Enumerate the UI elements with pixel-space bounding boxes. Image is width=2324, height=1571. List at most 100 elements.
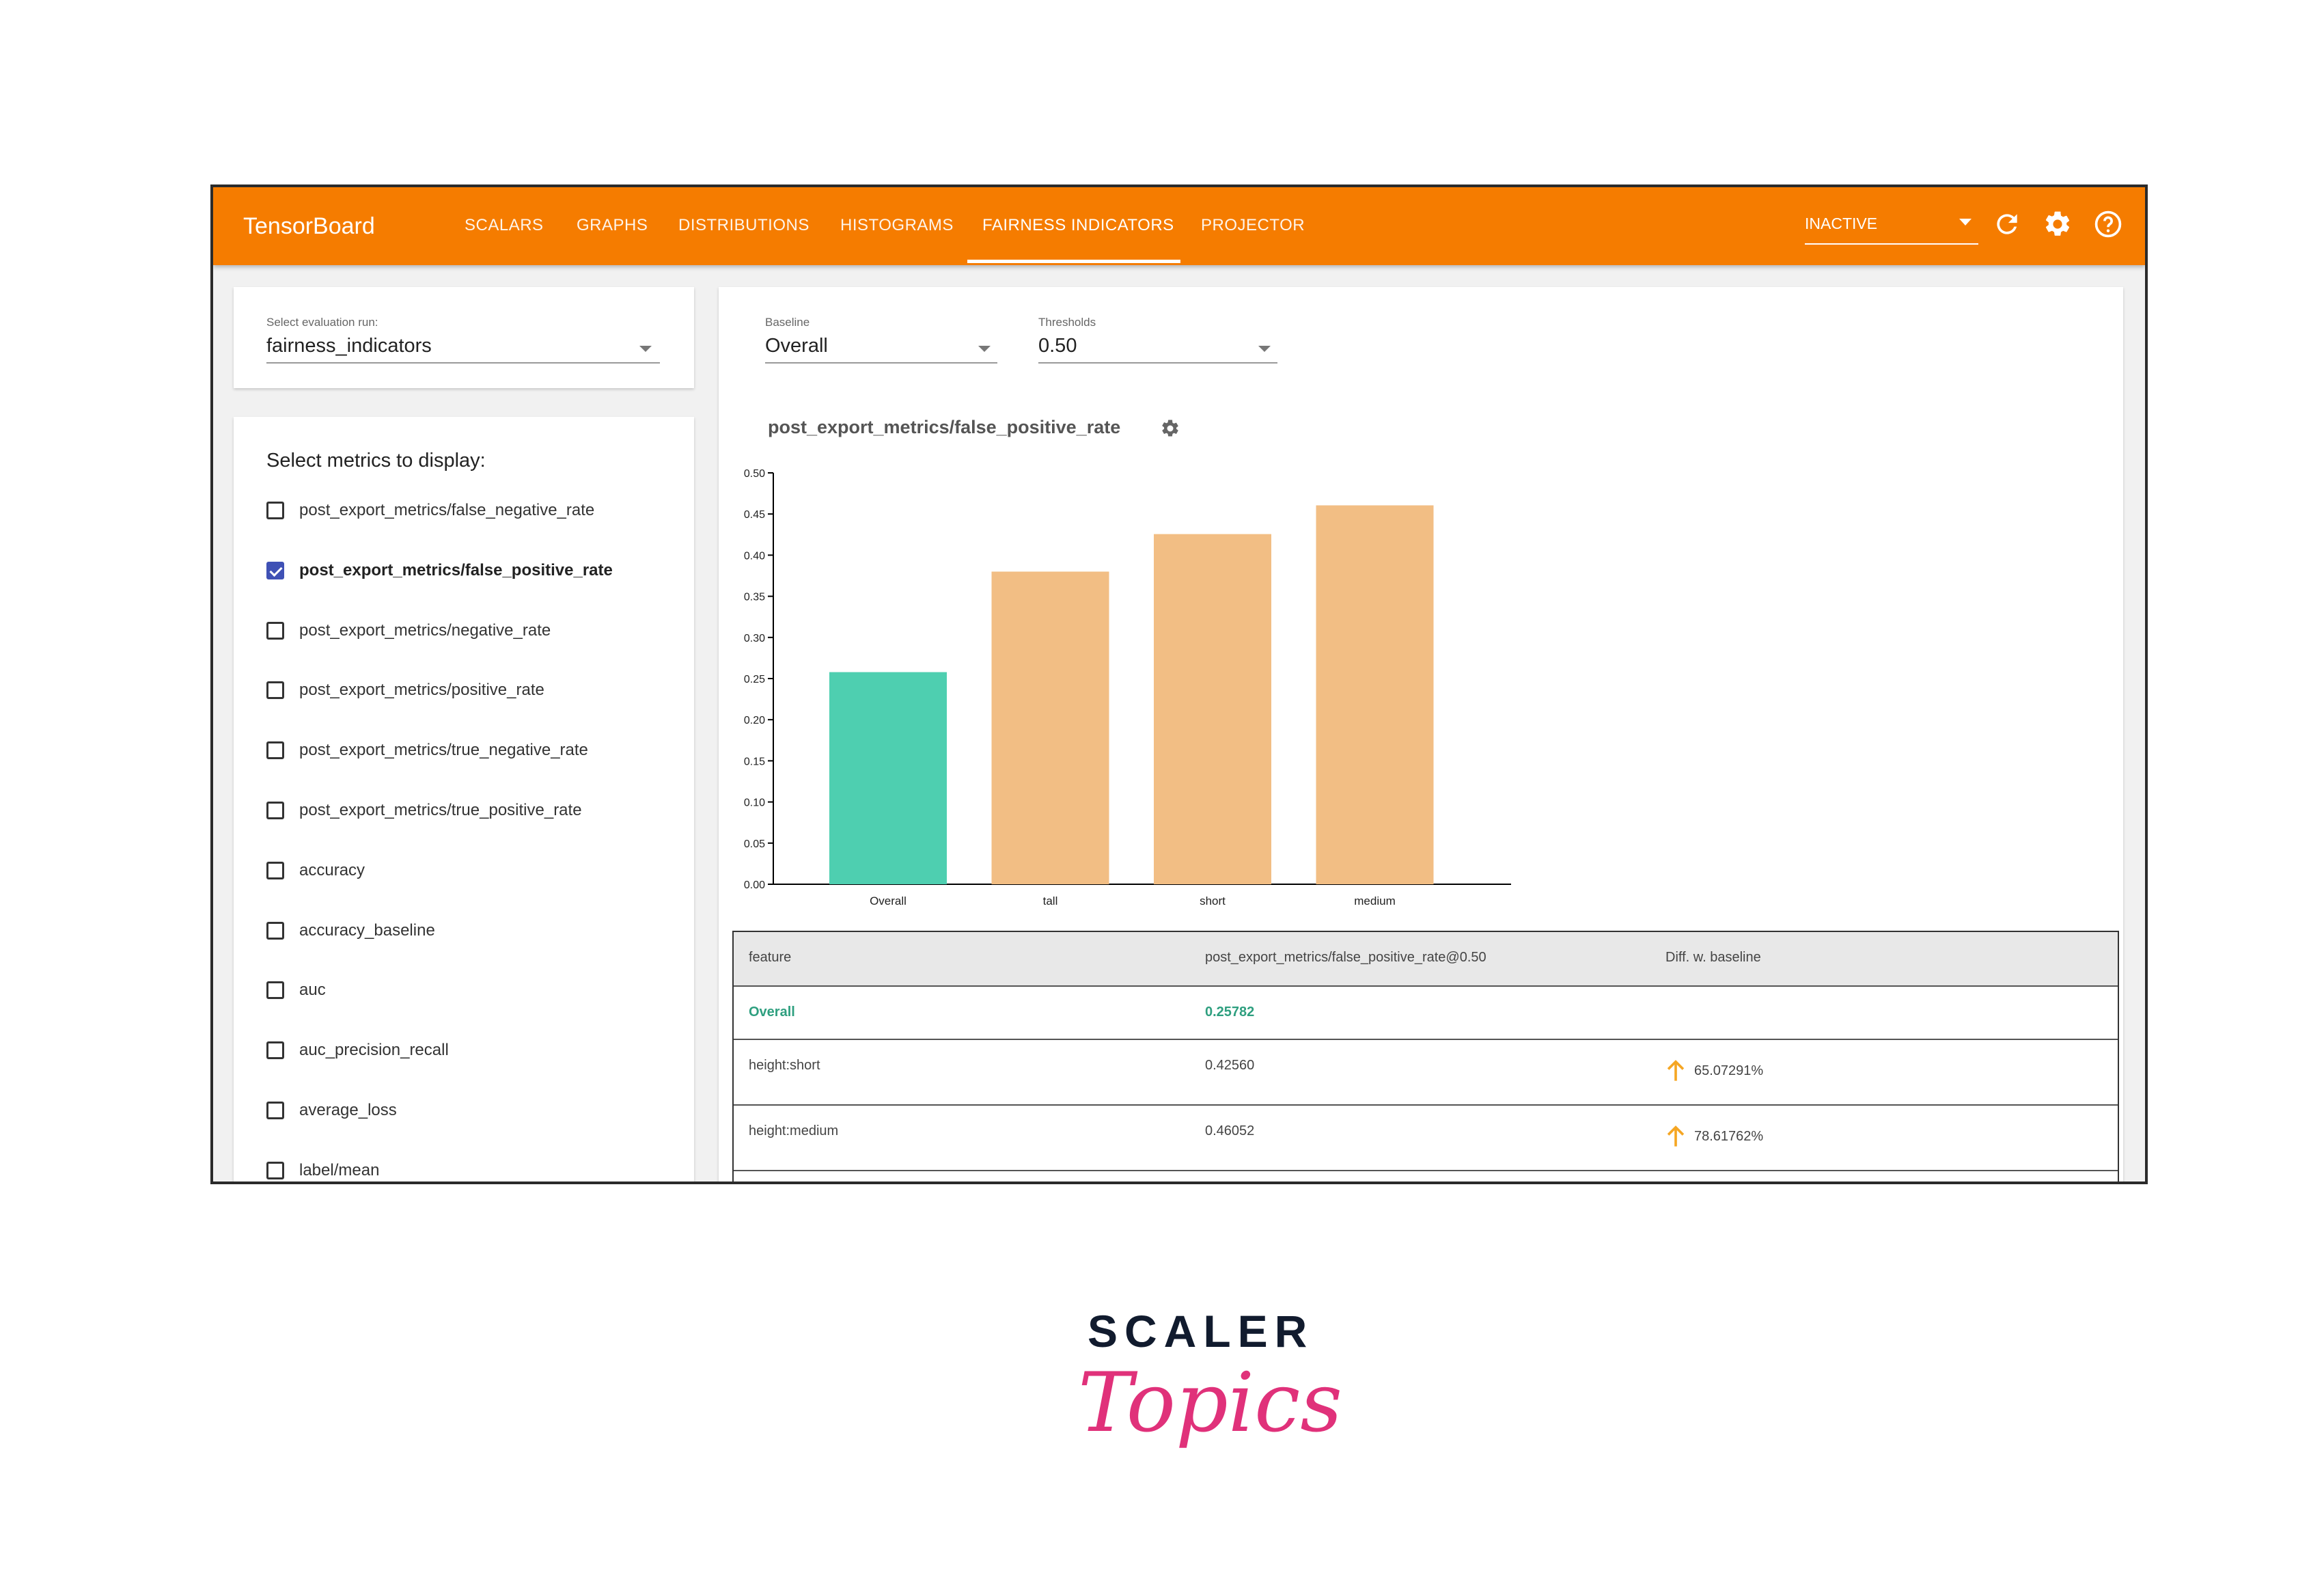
x-tick-label: Overall <box>870 894 907 907</box>
run-status-value: INACTIVE <box>1805 215 1878 232</box>
top-app-bar: TensorBoard SCALARS GRAPHS DISTRIBUTIONS… <box>213 187 2145 265</box>
thresholds-select[interactable]: 0.50 <box>1038 335 1077 357</box>
metric-label: accuracy_baseline <box>299 920 435 940</box>
y-tick-label: 0.00 <box>744 879 765 891</box>
thresholds-label: Thresholds <box>1038 316 1096 329</box>
metric-label: post_export_metrics/true_negative_rate <box>299 741 588 760</box>
checkbox[interactable] <box>266 1102 284 1119</box>
y-tick-label: 0.50 <box>744 468 765 480</box>
checkbox[interactable] <box>266 502 284 519</box>
select-underline <box>266 362 660 364</box>
x-tick-label: medium <box>1354 894 1395 907</box>
baseline-label: Baseline <box>765 316 810 329</box>
metric-label: post_export_metrics/false_positive_rate <box>299 560 613 579</box>
y-tick-label: 0.20 <box>744 715 765 726</box>
checkbox[interactable] <box>266 1161 284 1179</box>
bar-medium[interactable] <box>1316 505 1434 884</box>
logo-scaler-text: SCALER <box>1088 1306 1314 1356</box>
chart-settings-icon[interactable] <box>1160 418 1180 439</box>
tab-scalars[interactable]: SCALARS <box>465 216 544 234</box>
select-underline <box>765 362 997 364</box>
row-feature: height:short <box>749 1058 820 1073</box>
chevron-down-icon[interactable] <box>639 346 652 352</box>
metric-label: auc_precision_recall <box>299 1041 449 1060</box>
metric-label: post_export_metrics/negative_rate <box>299 620 551 640</box>
checkbox[interactable] <box>266 621 284 640</box>
tab-distributions[interactable]: DISTRIBUTIONS <box>678 216 810 234</box>
table-row[interactable]: Overall 0.25782 <box>734 987 2118 1040</box>
active-tab-indicator <box>967 260 1180 263</box>
eval-run-label: Select evaluation run: <box>266 316 378 329</box>
chevron-down-icon[interactable] <box>1258 346 1271 352</box>
header-diff: Diff. w. baseline <box>1665 950 1761 965</box>
arrow-up-icon <box>1667 1060 1685 1081</box>
metric-label: auc <box>299 981 326 1000</box>
tensorboard-window: TensorBoard SCALARS GRAPHS DISTRIBUTIONS… <box>210 185 2148 1184</box>
checkbox[interactable] <box>266 802 284 819</box>
scaler-topics-logo: SCALER Topics <box>1066 1305 1342 1476</box>
metric-label: post_export_metrics/positive_rate <box>299 681 544 700</box>
x-tick-label: short <box>1200 894 1226 907</box>
metric-label: post_export_metrics/true_positive_rate <box>299 801 582 819</box>
select-underline <box>1038 362 1277 364</box>
checkbox[interactable] <box>266 741 284 760</box>
arrow-up-icon <box>1667 1125 1685 1147</box>
chevron-down-icon <box>1959 219 1972 226</box>
metric-label: accuracy <box>299 860 365 879</box>
checkbox[interactable] <box>266 861 284 879</box>
baseline-select[interactable]: Overall <box>765 335 828 357</box>
tab-fairness-indicators[interactable]: FAIRNESS INDICATORS <box>982 216 1174 234</box>
y-tick-label: 0.15 <box>744 756 765 767</box>
table-row <box>734 1171 2118 1181</box>
metric-label: label/mean <box>299 1160 380 1179</box>
y-tick-label: 0.45 <box>744 509 765 521</box>
checkbox-checked[interactable] <box>266 561 284 579</box>
bar-short[interactable] <box>1154 534 1271 884</box>
checkbox[interactable] <box>266 681 284 700</box>
table-row[interactable]: height:medium 0.46052 78.61762% <box>734 1106 2118 1171</box>
row-diff: 78.61762% <box>1694 1129 1764 1144</box>
run-status-select[interactable]: INACTIVE <box>1805 212 1978 245</box>
fairness-main-card: Baseline Overall Thresholds 0.50 post_ex… <box>719 287 2123 1181</box>
header-metric: post_export_metrics/false_positive_rate@… <box>1205 950 1486 965</box>
y-tick-label: 0.40 <box>744 550 765 562</box>
metric-label: average_loss <box>299 1101 397 1119</box>
checkbox[interactable] <box>266 921 284 940</box>
metrics-title: Select metrics to display: <box>266 450 486 472</box>
chart-title: post_export_metrics/false_positive_rate <box>768 417 1121 437</box>
checkbox[interactable] <box>266 981 284 1000</box>
refresh-icon[interactable] <box>1992 209 2022 239</box>
x-tick-label: tall <box>1043 894 1058 907</box>
chevron-down-icon[interactable] <box>978 346 991 352</box>
y-tick-label: 0.05 <box>744 838 765 850</box>
tab-graphs[interactable]: GRAPHS <box>577 216 648 234</box>
y-tick-label: 0.35 <box>744 592 765 603</box>
app-title: TensorBoard <box>243 213 375 239</box>
metric-label: post_export_metrics/false_negative_rate <box>299 501 595 519</box>
bar-chart: 0.00 0.05 0.10 0.15 0.20 0.25 0.30 0.35 0.40 0.45… <box>744 468 1511 907</box>
tab-projector[interactable]: PROJECTOR <box>1201 216 1305 234</box>
bar-tall[interactable] <box>991 571 1109 884</box>
logo-topics-text: Topics <box>1078 1356 1342 1451</box>
row-diff: 65.07291% <box>1694 1063 1764 1078</box>
bar-overall[interactable] <box>829 672 947 884</box>
tab-histograms[interactable]: HISTOGRAMS <box>840 216 954 234</box>
row-feature: height:medium <box>749 1123 839 1138</box>
row-value: 0.46052 <box>1205 1123 1255 1138</box>
row-value: 0.42560 <box>1205 1058 1255 1073</box>
results-table: feature post_export_metrics/false_positi… <box>732 931 2119 1181</box>
metrics-card: Select metrics to display: post_export_m… <box>234 417 694 1181</box>
row-value: 0.25782 <box>1205 1005 1255 1020</box>
table-header-row: feature post_export_metrics/false_positi… <box>734 932 2118 987</box>
y-tick-label: 0.25 <box>744 674 765 685</box>
y-tick-label: 0.30 <box>744 633 765 644</box>
checkbox[interactable] <box>266 1041 284 1060</box>
settings-icon[interactable] <box>2043 209 2073 239</box>
eval-run-select[interactable]: fairness_indicators <box>266 335 432 357</box>
eval-run-card: Select evaluation run: fairness_indicato… <box>234 287 694 388</box>
row-feature: Overall <box>749 1005 795 1020</box>
header-feature: feature <box>749 950 792 965</box>
help-icon[interactable] <box>2093 209 2123 239</box>
y-tick-label: 0.10 <box>744 797 765 809</box>
table-row[interactable]: height:short 0.42560 65.07291% <box>734 1040 2118 1106</box>
